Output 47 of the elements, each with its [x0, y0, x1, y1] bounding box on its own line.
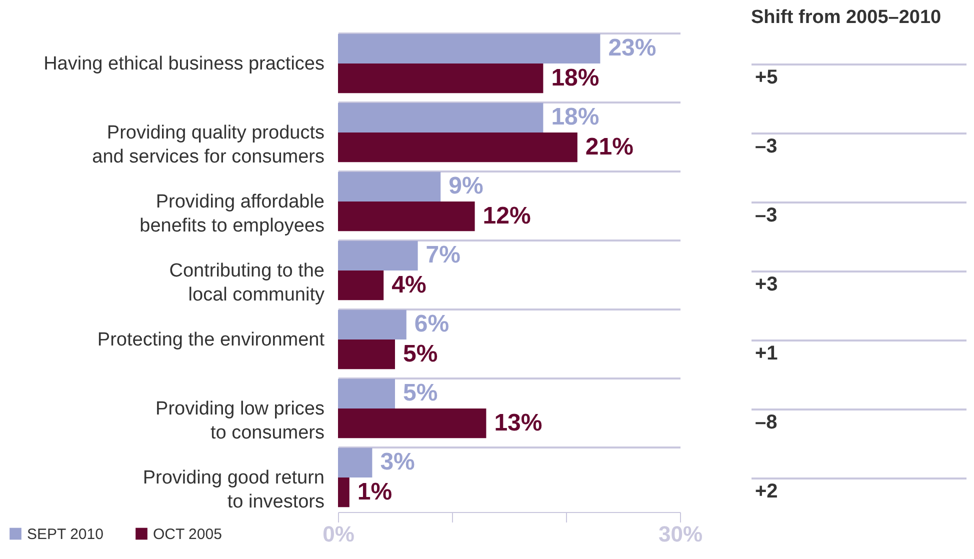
y-tick-label: Having ethical business practices [44, 54, 324, 74]
data-label: 23% [608, 34, 656, 62]
x-tick-label: 0% [322, 522, 354, 546]
bar [338, 478, 350, 508]
data-label: 3% [380, 448, 415, 476]
bar [338, 172, 441, 202]
data-label: 4% [392, 271, 426, 298]
bar [338, 448, 372, 478]
y-tick-label: Providing good return to investors [142, 468, 324, 512]
legend-label: SEPT 2010 [27, 526, 104, 543]
data-label: 18% [551, 64, 600, 92]
data-label: 1% [357, 478, 392, 506]
data-label: 21% [585, 133, 634, 160]
text: +5 [755, 66, 778, 88]
text: –3 [755, 204, 778, 226]
y-tick-label: Protecting the environment [97, 330, 326, 350]
y-tick-label: Providing quality products and services for consumers [92, 122, 324, 168]
data-label: 12% [482, 202, 531, 230]
y-tick-label: Providing affordable benefits to employees [140, 192, 324, 236]
text: +2 [755, 480, 778, 502]
text: –3 [755, 136, 778, 158]
bar [338, 102, 544, 132]
data-label: 9% [448, 172, 484, 200]
data-label: 13% [494, 409, 542, 436]
text: +1 [755, 342, 778, 364]
bar [338, 340, 395, 370]
bar [338, 310, 406, 340]
bar [338, 270, 384, 300]
text: Shift from 2005–2010 [751, 7, 942, 28]
bar [338, 202, 475, 232]
y-tick-label: Providing low prices to consumers [156, 398, 324, 444]
bar [338, 240, 418, 270]
text: +3 [755, 274, 778, 296]
data-label: 18% [551, 104, 600, 131]
bar [338, 34, 600, 64]
bar [338, 378, 395, 408]
bar [338, 64, 544, 94]
bar [338, 408, 486, 438]
bar [338, 132, 578, 162]
x-tick-label: 30% [658, 522, 703, 546]
legend-label: OCT 2005 [153, 526, 222, 543]
data-label: 6% [414, 310, 450, 338]
data-label: 5% [403, 380, 438, 407]
data-label: 7% [426, 242, 460, 269]
text: –8 [755, 412, 778, 434]
data-label: 5% [403, 340, 438, 368]
y-tick-label: Contributing to the local community [169, 260, 325, 306]
